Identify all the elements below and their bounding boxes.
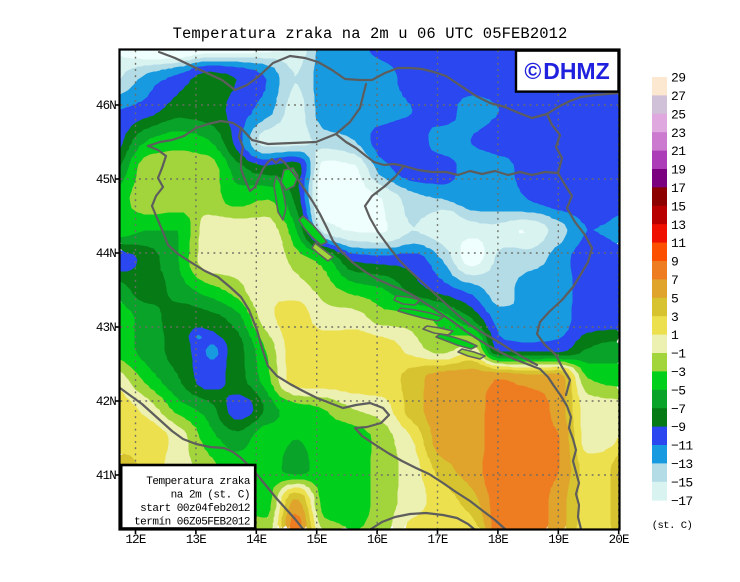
svg-text:43N: 43N [96,321,116,335]
svg-text:13: 13 [671,218,685,233]
svg-text:−15: −15 [671,475,693,490]
svg-text:11: 11 [671,236,686,251]
svg-text:(st. C): (st. C) [652,520,693,532]
svg-text:−1: −1 [671,347,686,362]
svg-text:7: 7 [671,273,678,288]
svg-text:14E: 14E [246,533,266,547]
svg-text:−11: −11 [671,439,693,454]
svg-text:1: 1 [671,328,679,343]
svg-text:12E: 12E [125,533,145,547]
svg-text:17E: 17E [427,533,447,547]
svg-text:start 00z04feb2012: start 00z04feb2012 [140,503,250,515]
svg-text:45N: 45N [96,173,116,187]
svg-text:16E: 16E [367,533,387,547]
svg-text:3: 3 [671,310,678,325]
svg-text:25: 25 [671,107,685,122]
svg-text:Temperatura zraka na 2m u 06 U: Temperatura zraka na 2m u 06 UTC 05FEB20… [173,25,568,43]
svg-text:42N: 42N [96,395,116,409]
svg-text:© DHMZ: © DHMZ [524,58,609,84]
svg-text:−5: −5 [671,383,685,398]
svg-text:termín 06Z05FEB2012: termín 06Z05FEB2012 [134,517,250,529]
svg-text:46N: 46N [96,99,116,113]
svg-text:15: 15 [671,199,685,214]
svg-text:Temperatura zraka: Temperatura zraka [146,476,251,488]
svg-text:20E: 20E [609,533,629,547]
svg-text:18E: 18E [488,533,508,547]
svg-text:−7: −7 [671,402,685,417]
svg-text:41N: 41N [96,469,116,483]
svg-text:15E: 15E [307,533,327,547]
svg-text:21: 21 [671,144,686,159]
svg-text:13E: 13E [186,533,206,547]
svg-text:na 2m (st. C): na 2m (st. C) [171,490,250,502]
svg-text:9: 9 [671,255,678,270]
svg-text:19E: 19E [548,533,568,547]
svg-text:5: 5 [671,291,678,306]
svg-text:27: 27 [671,89,685,104]
svg-text:−17: −17 [671,494,693,509]
svg-text:44N: 44N [96,247,116,261]
svg-text:−13: −13 [671,457,693,472]
svg-text:−3: −3 [671,365,685,380]
svg-text:23: 23 [671,126,685,141]
svg-text:17: 17 [671,181,685,196]
svg-text:29: 29 [671,71,685,86]
svg-text:−9: −9 [671,420,685,435]
svg-text:19: 19 [671,163,685,178]
